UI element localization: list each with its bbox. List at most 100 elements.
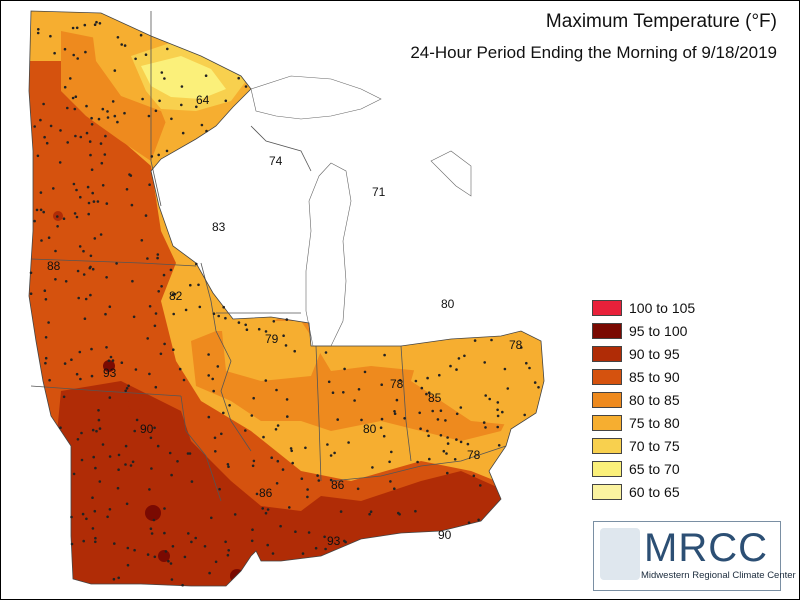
station-dot bbox=[169, 268, 173, 272]
station-dot bbox=[70, 542, 74, 546]
legend-label: 65 to 70 bbox=[629, 461, 680, 477]
contour-label: 86 bbox=[259, 486, 273, 500]
station-dot bbox=[157, 290, 160, 293]
station-dot bbox=[382, 434, 386, 438]
station-dot bbox=[438, 373, 441, 377]
contour-label: 80 bbox=[363, 422, 377, 436]
station-dot bbox=[482, 421, 486, 424]
station-dot bbox=[131, 460, 135, 464]
station-dot bbox=[43, 135, 46, 139]
contour-label: 93 bbox=[327, 534, 341, 548]
station-dot bbox=[251, 464, 255, 468]
station-dot bbox=[294, 530, 297, 533]
station-dot bbox=[91, 428, 95, 432]
station-dot bbox=[128, 173, 131, 176]
station-dot bbox=[72, 182, 76, 186]
station-dot bbox=[444, 419, 447, 422]
station-dot bbox=[184, 308, 188, 312]
station-dot bbox=[75, 188, 78, 192]
station-dot bbox=[473, 339, 477, 342]
station-dot bbox=[78, 245, 82, 248]
station-dot bbox=[455, 412, 459, 416]
legend-item: 80 to 85 bbox=[592, 390, 712, 413]
map-subtitle: 24-Hour Period Ending the Morning of 9/1… bbox=[410, 43, 777, 62]
map-title: Maximum Temperature (°F) bbox=[545, 11, 777, 32]
station-dot bbox=[97, 418, 101, 422]
station-dot bbox=[84, 50, 87, 54]
station-dot bbox=[427, 391, 431, 395]
station-dot bbox=[92, 455, 95, 459]
station-dot bbox=[104, 312, 107, 316]
station-dot bbox=[95, 429, 98, 433]
contour-label: 80 bbox=[441, 297, 455, 311]
legend-label: 60 to 65 bbox=[629, 484, 680, 500]
station-dot bbox=[227, 465, 230, 469]
station-dot bbox=[528, 366, 531, 370]
station-dot bbox=[195, 105, 198, 109]
station-dot bbox=[90, 374, 94, 378]
station-dot bbox=[252, 459, 256, 463]
station-dot bbox=[108, 508, 112, 511]
station-dot bbox=[39, 191, 43, 194]
station-dot bbox=[131, 279, 134, 283]
station-dot bbox=[414, 509, 417, 513]
station-dot bbox=[393, 410, 396, 413]
station-dot bbox=[132, 315, 136, 319]
station-dot bbox=[163, 77, 166, 80]
station-dot bbox=[523, 413, 526, 417]
station-dot bbox=[149, 527, 153, 530]
station-dot bbox=[426, 376, 429, 380]
station-dot bbox=[113, 114, 117, 118]
station-dot bbox=[388, 460, 391, 464]
contour-label: 83 bbox=[212, 220, 226, 234]
station-dot bbox=[148, 183, 151, 186]
station-dot bbox=[342, 391, 345, 394]
station-dot bbox=[300, 477, 304, 481]
station-dot bbox=[98, 22, 102, 25]
station-dot bbox=[307, 531, 311, 534]
station-dot bbox=[275, 482, 279, 485]
station-dot bbox=[431, 409, 435, 413]
station-dot bbox=[459, 440, 463, 444]
station-dot bbox=[153, 324, 157, 328]
station-dot bbox=[153, 426, 156, 430]
station-dot bbox=[44, 336, 48, 339]
station-dot bbox=[112, 577, 116, 581]
station-dot bbox=[87, 201, 91, 205]
station-dot bbox=[76, 57, 79, 60]
station-dot bbox=[286, 415, 289, 418]
station-dot bbox=[127, 384, 130, 388]
contour-label: 90 bbox=[140, 422, 154, 436]
station-dot bbox=[403, 417, 406, 420]
station-dot bbox=[194, 536, 197, 540]
station-dot bbox=[156, 444, 160, 448]
station-dot bbox=[316, 474, 319, 477]
station-dot bbox=[74, 95, 78, 98]
station-dot bbox=[264, 379, 268, 382]
station-dot bbox=[393, 412, 397, 416]
station-dot bbox=[36, 154, 40, 158]
station-dot bbox=[212, 389, 215, 393]
station-dot bbox=[165, 149, 169, 153]
contour-label: 85 bbox=[428, 391, 442, 405]
logo-wordmark: MRCC bbox=[644, 526, 768, 570]
station-dot bbox=[357, 388, 361, 391]
legend-label: 80 to 85 bbox=[629, 392, 680, 408]
station-dot bbox=[291, 461, 295, 465]
station-dot bbox=[190, 480, 194, 483]
station-dot bbox=[160, 71, 164, 74]
station-dot bbox=[383, 353, 386, 357]
station-dot bbox=[445, 452, 448, 455]
station-dot bbox=[106, 515, 109, 519]
station-dot bbox=[33, 125, 36, 128]
station-dot bbox=[353, 399, 356, 402]
station-dot bbox=[428, 457, 431, 461]
station-dot bbox=[479, 484, 482, 487]
station-dot bbox=[398, 513, 401, 516]
station-dot bbox=[106, 110, 109, 113]
station-dot bbox=[91, 191, 94, 195]
station-dot bbox=[84, 297, 88, 301]
station-dot bbox=[216, 365, 220, 368]
legend-swatch bbox=[592, 461, 622, 477]
contour-label: 88 bbox=[47, 259, 61, 273]
